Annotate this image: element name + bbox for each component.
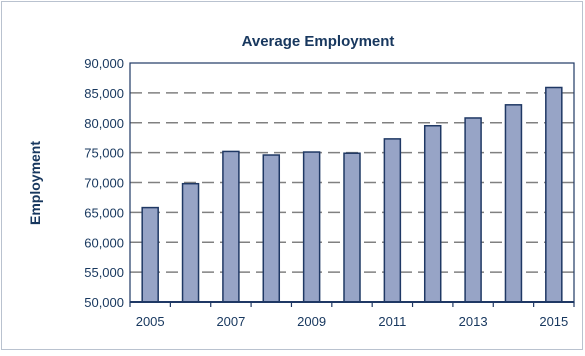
chart-title: Average Employment <box>242 33 395 50</box>
bars <box>141 86 563 303</box>
x-tick-label: 2015 <box>539 314 568 329</box>
bar-2013 <box>464 117 482 303</box>
bar-2014 <box>504 104 523 303</box>
x-tick-labels: 2005 2007 2009 2011 2013 2015 <box>136 314 569 329</box>
x-tick-label: 2009 <box>297 314 326 329</box>
bar-2005 <box>141 206 159 303</box>
bar-2015 <box>545 86 563 303</box>
x-tick-label: 2011 <box>378 314 406 329</box>
x-tick-label: 2007 <box>216 314 245 329</box>
x-tick-label: 2013 <box>459 314 488 329</box>
bar-2007 <box>222 150 240 303</box>
bar-2010 <box>343 152 361 303</box>
y-tick-label: 85,000 <box>84 86 124 101</box>
y-tick-label: 65,000 <box>84 205 124 220</box>
bar-chart: Average Employment Employment 50,000 55,0… <box>27 33 575 329</box>
x-tick-label: 2005 <box>136 314 165 329</box>
y-tick-label: 90,000 <box>84 56 124 71</box>
bar-2011 <box>383 138 402 303</box>
y-tick-label: 60,000 <box>84 235 124 250</box>
axes <box>129 62 575 307</box>
y-tick-label: 80,000 <box>84 116 124 131</box>
y-tick-label: 75,000 <box>84 146 124 161</box>
y-tick-label: 70,000 <box>84 176 124 191</box>
bar-2006 <box>181 182 200 303</box>
y-axis-label: Employment <box>27 141 43 225</box>
y-tick-label: 55,000 <box>84 265 124 280</box>
bar-2008 <box>262 154 281 303</box>
bar-2009 <box>302 151 321 303</box>
y-tick-label: 50,000 <box>84 295 124 310</box>
chart-frame: Average Employment Employment 50,000 55,0… <box>1 1 583 350</box>
bar-2012 <box>423 124 442 303</box>
y-tick-labels: 50,000 55,000 60,000 65,000 70,000 75,000 80,0… <box>84 56 124 310</box>
